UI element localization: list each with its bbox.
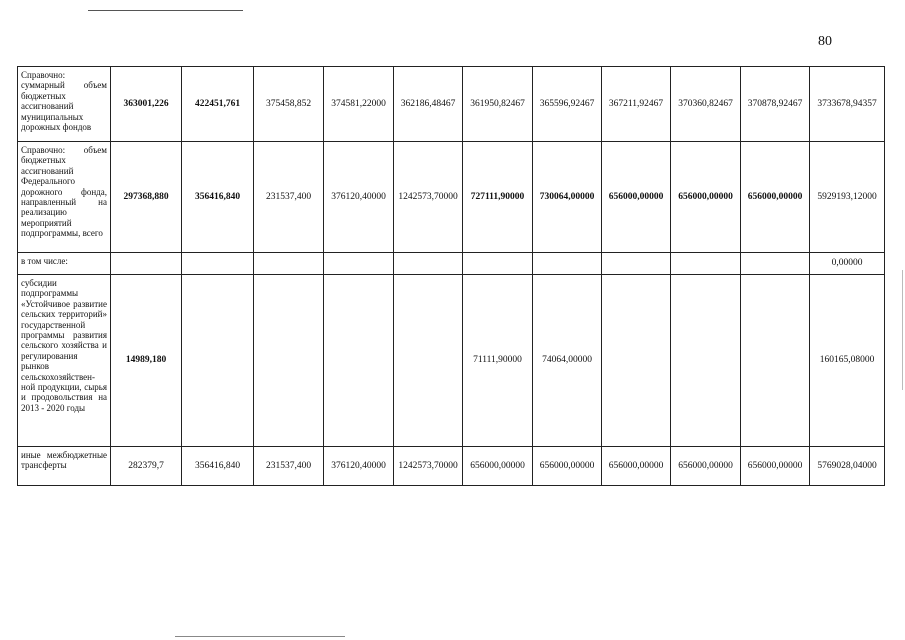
value-cell: 5769028,04000 bbox=[809, 446, 885, 486]
value-cell: 656000,00000 bbox=[462, 446, 533, 486]
value-cell: 656000,00000 bbox=[740, 141, 810, 253]
budget-table: Справочно: суммарный объем бюджетных асс… bbox=[17, 66, 885, 486]
value-cell: 231537,400 bbox=[253, 446, 324, 486]
value-cell: 361950,82467 bbox=[462, 66, 533, 142]
value-cell bbox=[670, 252, 741, 275]
value-cell: 376120,40000 bbox=[323, 446, 394, 486]
table-row: субсидии подпрограммы «Устойчивое развит… bbox=[17, 274, 885, 447]
table-row: Справочно: объем бюджетных ассигнований … bbox=[17, 141, 885, 253]
value-cell: 376120,40000 bbox=[323, 141, 394, 253]
value-cell: 71111,90000 bbox=[462, 274, 533, 447]
value-cell bbox=[253, 252, 324, 275]
value-cell: 367211,92467 bbox=[601, 66, 671, 142]
row-label: иные межбюджетные трансферты bbox=[17, 446, 111, 486]
value-cell bbox=[740, 274, 810, 447]
table-row: Справочно: суммарный объем бюджетных асс… bbox=[17, 66, 885, 142]
value-cell: 231537,400 bbox=[253, 141, 324, 253]
table-row: в том числе: 0,00000 bbox=[17, 252, 885, 275]
value-cell: 727111,90000 bbox=[462, 141, 533, 253]
row-label: Справочно: суммарный объем бюджетных асс… bbox=[17, 66, 111, 142]
value-cell: 656000,00000 bbox=[532, 446, 602, 486]
value-cell: 370878,92467 bbox=[740, 66, 810, 142]
value-cell bbox=[601, 274, 671, 447]
value-cell: 1242573,70000 bbox=[393, 141, 463, 253]
row-label: в том числе: bbox=[17, 252, 111, 275]
value-cell bbox=[393, 252, 463, 275]
row-label: Справочно: объем бюджетных ассигнований … bbox=[17, 141, 111, 253]
value-cell: 0,00000 bbox=[809, 252, 885, 275]
value-cell: 375458,852 bbox=[253, 66, 324, 142]
value-cell: 730064,00000 bbox=[532, 141, 602, 253]
value-cell: 374581,22000 bbox=[323, 66, 394, 142]
value-cell: 656000,00000 bbox=[740, 446, 810, 486]
value-cell bbox=[110, 252, 182, 275]
value-cell: 74064,00000 bbox=[532, 274, 602, 447]
value-cell: 297368,880 bbox=[110, 141, 182, 253]
scan-line-top bbox=[88, 10, 243, 11]
value-cell: 5929193,12000 bbox=[809, 141, 885, 253]
value-cell: 362186,48467 bbox=[393, 66, 463, 142]
value-cell: 656000,00000 bbox=[601, 446, 671, 486]
value-cell: 14989,180 bbox=[110, 274, 182, 447]
value-cell bbox=[323, 252, 394, 275]
value-cell bbox=[253, 274, 324, 447]
value-cell: 363001,226 bbox=[110, 66, 182, 142]
value-cell: 3733678,94357 bbox=[809, 66, 885, 142]
value-cell: 356416,840 bbox=[181, 141, 254, 253]
value-cell bbox=[323, 274, 394, 447]
row-label: субсидии подпрограммы «Устойчивое развит… bbox=[17, 274, 111, 447]
table-row: иные межбюджетные трансферты 282379,7 3564… bbox=[17, 446, 885, 486]
scan-artifact bbox=[902, 270, 903, 390]
value-cell bbox=[393, 274, 463, 447]
page-number: 80 bbox=[818, 34, 832, 49]
value-cell bbox=[462, 252, 533, 275]
value-cell: 282379,7 bbox=[110, 446, 182, 486]
value-cell bbox=[740, 252, 810, 275]
value-cell bbox=[601, 252, 671, 275]
value-cell bbox=[181, 252, 254, 275]
value-cell bbox=[670, 274, 741, 447]
value-cell: 1242573,70000 bbox=[393, 446, 463, 486]
value-cell bbox=[181, 274, 254, 447]
value-cell: 356416,840 bbox=[181, 446, 254, 486]
value-cell: 656000,00000 bbox=[601, 141, 671, 253]
value-cell: 656000,00000 bbox=[670, 446, 741, 486]
value-cell: 422451,761 bbox=[181, 66, 254, 142]
scan-line-bottom bbox=[175, 636, 345, 637]
value-cell: 656000,00000 bbox=[670, 141, 741, 253]
value-cell: 370360,82467 bbox=[670, 66, 741, 142]
value-cell: 365596,92467 bbox=[532, 66, 602, 142]
value-cell bbox=[532, 252, 602, 275]
value-cell: 160165,08000 bbox=[809, 274, 885, 447]
